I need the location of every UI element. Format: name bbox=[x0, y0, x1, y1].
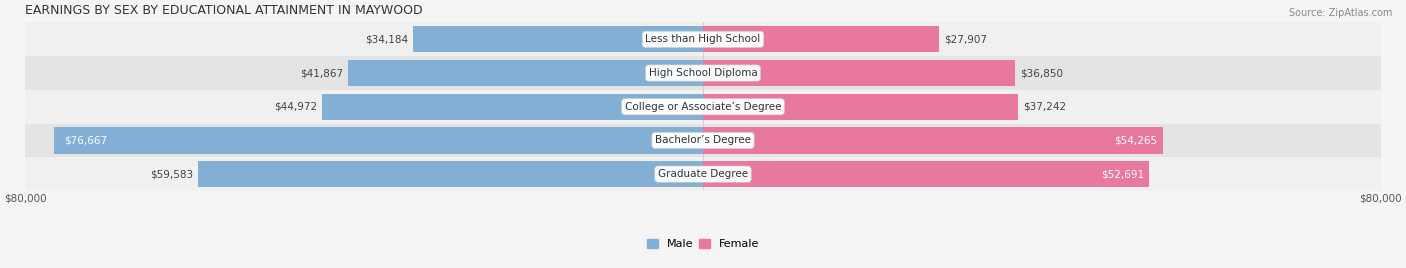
Bar bbox=[322, 94, 703, 120]
Text: $44,972: $44,972 bbox=[274, 102, 316, 112]
Bar bbox=[703, 161, 1149, 187]
Text: Graduate Degree: Graduate Degree bbox=[658, 169, 748, 179]
Text: $59,583: $59,583 bbox=[150, 169, 193, 179]
Text: Bachelor’s Degree: Bachelor’s Degree bbox=[655, 135, 751, 146]
Text: $36,850: $36,850 bbox=[1021, 68, 1063, 78]
Text: $41,867: $41,867 bbox=[301, 68, 343, 78]
Bar bbox=[703, 60, 1015, 86]
Bar bbox=[25, 23, 1381, 56]
Text: $37,242: $37,242 bbox=[1024, 102, 1067, 112]
Text: High School Diploma: High School Diploma bbox=[648, 68, 758, 78]
Text: EARNINGS BY SEX BY EDUCATIONAL ATTAINMENT IN MAYWOOD: EARNINGS BY SEX BY EDUCATIONAL ATTAINMEN… bbox=[25, 4, 423, 17]
Bar bbox=[53, 127, 703, 154]
Text: Source: ZipAtlas.com: Source: ZipAtlas.com bbox=[1288, 8, 1392, 18]
Text: $34,184: $34,184 bbox=[366, 34, 408, 44]
Bar bbox=[413, 26, 703, 53]
Bar bbox=[703, 94, 1018, 120]
Bar bbox=[25, 56, 1381, 90]
Bar bbox=[25, 157, 1381, 191]
Bar bbox=[349, 60, 703, 86]
Text: College or Associate’s Degree: College or Associate’s Degree bbox=[624, 102, 782, 112]
Legend: Male, Female: Male, Female bbox=[647, 239, 759, 250]
Bar bbox=[25, 90, 1381, 124]
Bar bbox=[703, 127, 1163, 154]
Text: Less than High School: Less than High School bbox=[645, 34, 761, 44]
Text: $76,667: $76,667 bbox=[63, 135, 107, 146]
Text: $27,907: $27,907 bbox=[945, 34, 987, 44]
Bar bbox=[25, 124, 1381, 157]
Bar bbox=[198, 161, 703, 187]
Bar bbox=[703, 26, 939, 53]
Text: $52,691: $52,691 bbox=[1101, 169, 1144, 179]
Text: $54,265: $54,265 bbox=[1115, 135, 1157, 146]
